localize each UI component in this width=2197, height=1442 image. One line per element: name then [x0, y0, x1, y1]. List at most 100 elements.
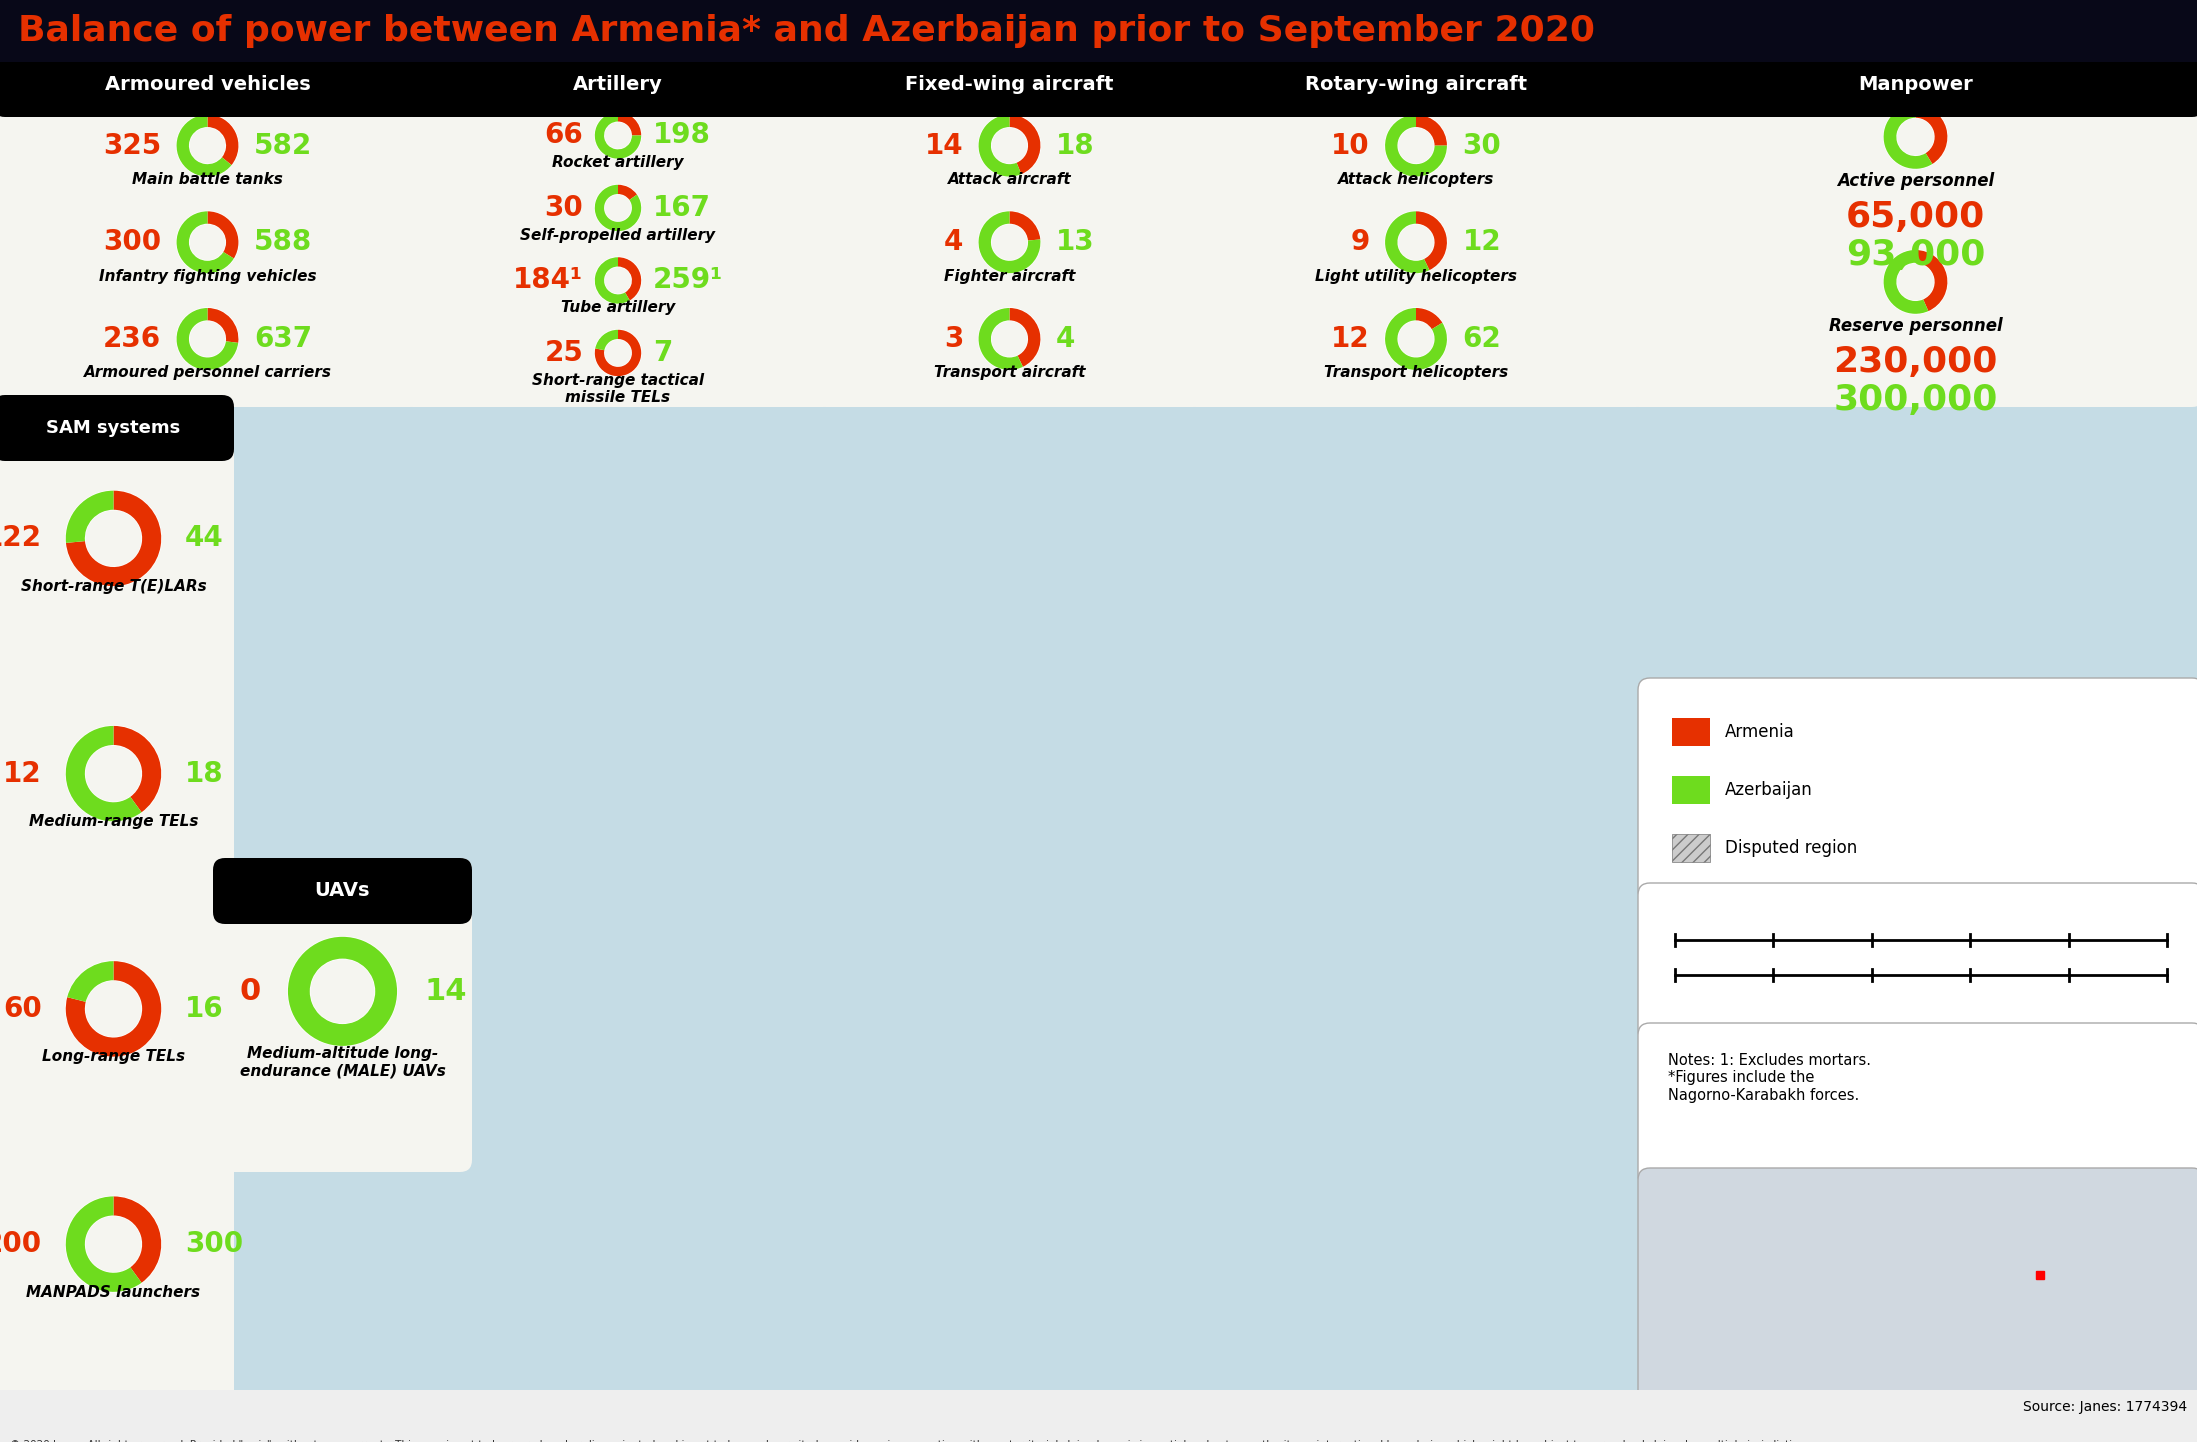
- Text: © 2020 Janes. All rights reserved. Provided "as is", without any warranty. This : © 2020 Janes. All rights reserved. Provi…: [11, 1441, 1815, 1442]
- Text: 230,000: 230,000: [1832, 345, 1997, 379]
- Text: 18: 18: [185, 760, 224, 787]
- Wedge shape: [176, 115, 231, 176]
- Text: Active personnel: Active personnel: [1837, 172, 1995, 190]
- Bar: [0, 1390, 2197, 1442]
- Wedge shape: [978, 115, 1022, 176]
- Wedge shape: [176, 212, 233, 273]
- FancyBboxPatch shape: [1628, 50, 2197, 117]
- Text: 300,000: 300,000: [1832, 384, 1997, 417]
- Text: 66: 66: [545, 121, 582, 150]
- Wedge shape: [1008, 309, 1041, 366]
- Wedge shape: [617, 112, 642, 136]
- Text: Self-propelled artillery: Self-propelled artillery: [521, 228, 716, 242]
- Wedge shape: [1008, 212, 1041, 241]
- Text: Light utility helicopters: Light utility helicopters: [1316, 268, 1516, 284]
- Text: Notes: 1: Excludes mortars.
*Figures include the
Nagorno-Karabakh forces.: Notes: 1: Excludes mortars. *Figures inc…: [1668, 1053, 1872, 1103]
- Text: 30: 30: [1463, 131, 1501, 160]
- Text: Balance of power between Armenia* and Azerbaijan prior to September 2020: Balance of power between Armenia* and Az…: [18, 14, 1595, 48]
- Wedge shape: [66, 490, 160, 585]
- Text: Disputed region: Disputed region: [1725, 839, 1856, 857]
- Wedge shape: [207, 115, 239, 164]
- Text: Attack helicopters: Attack helicopters: [1338, 172, 1494, 187]
- Wedge shape: [595, 330, 642, 376]
- Text: 93,000: 93,000: [1845, 238, 1986, 273]
- Wedge shape: [114, 725, 160, 812]
- Text: Azerbaijan: Azerbaijan: [1725, 782, 1813, 799]
- Text: Attack aircraft: Attack aircraft: [947, 172, 1072, 187]
- FancyBboxPatch shape: [213, 858, 472, 924]
- Wedge shape: [207, 309, 239, 343]
- Text: 12: 12: [2, 760, 42, 787]
- Text: 16: 16: [185, 995, 224, 1022]
- Text: 12: 12: [1331, 324, 1369, 353]
- Text: 0: 0: [239, 976, 261, 1007]
- Text: 122: 122: [0, 525, 42, 552]
- Text: 4: 4: [1057, 324, 1074, 353]
- Wedge shape: [595, 257, 631, 304]
- Text: SAM systems: SAM systems: [46, 420, 180, 437]
- FancyBboxPatch shape: [0, 50, 422, 407]
- Wedge shape: [617, 257, 642, 300]
- Text: Armenia: Armenia: [1725, 722, 1795, 741]
- Text: 18: 18: [1057, 131, 1094, 160]
- Text: Armoured personnel carriers: Armoured personnel carriers: [83, 365, 332, 381]
- Text: MANPADS launchers: MANPADS launchers: [26, 1285, 200, 1299]
- Wedge shape: [288, 937, 398, 1045]
- Text: Tube artillery: Tube artillery: [560, 300, 674, 316]
- FancyBboxPatch shape: [402, 50, 835, 117]
- Wedge shape: [978, 212, 1041, 273]
- Text: Medium-altitude long-
endurance (MALE) UAVs: Medium-altitude long- endurance (MALE) U…: [239, 1045, 446, 1079]
- Wedge shape: [1384, 212, 1430, 273]
- Text: Armoured vehicles: Armoured vehicles: [105, 75, 310, 94]
- FancyBboxPatch shape: [1639, 678, 2197, 903]
- Text: Fixed-wing aircraft: Fixed-wing aircraft: [905, 75, 1114, 94]
- FancyBboxPatch shape: [1639, 883, 2197, 1043]
- Text: 14: 14: [424, 976, 466, 1007]
- FancyBboxPatch shape: [0, 395, 235, 1402]
- Wedge shape: [66, 490, 114, 542]
- Text: 259¹: 259¹: [653, 267, 723, 294]
- Text: Artillery: Artillery: [573, 75, 663, 94]
- FancyBboxPatch shape: [1639, 1168, 2197, 1402]
- Text: Reserve personnel: Reserve personnel: [1828, 317, 2001, 335]
- Text: 7: 7: [653, 339, 672, 366]
- Text: Medium-range TELs: Medium-range TELs: [29, 815, 198, 829]
- Wedge shape: [1916, 249, 1947, 311]
- Wedge shape: [978, 309, 1024, 369]
- FancyBboxPatch shape: [1184, 50, 1648, 117]
- FancyBboxPatch shape: [1184, 50, 1648, 407]
- FancyBboxPatch shape: [402, 50, 835, 407]
- Text: 200: 200: [0, 1230, 42, 1257]
- Wedge shape: [1883, 105, 1933, 169]
- FancyBboxPatch shape: [1672, 776, 1709, 805]
- Text: Manpower: Manpower: [1859, 75, 1973, 94]
- Wedge shape: [595, 330, 617, 350]
- Bar: [0, 0, 2197, 62]
- Wedge shape: [1916, 105, 1947, 164]
- Text: Transport aircraft: Transport aircraft: [934, 365, 1085, 381]
- Text: 325: 325: [103, 131, 160, 160]
- Text: 25: 25: [545, 339, 582, 366]
- Wedge shape: [1417, 115, 1448, 146]
- Wedge shape: [1417, 212, 1448, 270]
- Text: Short-range T(E)LARs: Short-range T(E)LARs: [20, 580, 207, 594]
- Text: 30: 30: [545, 195, 582, 222]
- Text: 637: 637: [255, 324, 312, 353]
- Wedge shape: [1883, 249, 1929, 314]
- Text: 184¹: 184¹: [514, 267, 582, 294]
- Text: 200 km: 200 km: [2105, 917, 2166, 933]
- Text: Main battle tanks: Main battle tanks: [132, 172, 283, 187]
- Text: 4: 4: [945, 228, 962, 257]
- Text: 0: 0: [1674, 917, 1685, 933]
- Text: 582: 582: [255, 131, 312, 160]
- Wedge shape: [595, 185, 642, 231]
- Wedge shape: [66, 725, 141, 822]
- Text: Rotary-wing aircraft: Rotary-wing aircraft: [1305, 75, 1527, 94]
- Text: 300: 300: [103, 228, 160, 257]
- Wedge shape: [114, 1197, 160, 1283]
- Text: 14: 14: [925, 131, 962, 160]
- Text: 60: 60: [2, 995, 42, 1022]
- Text: Transport helicopters: Transport helicopters: [1325, 365, 1507, 381]
- FancyBboxPatch shape: [0, 50, 422, 117]
- FancyBboxPatch shape: [815, 50, 1204, 117]
